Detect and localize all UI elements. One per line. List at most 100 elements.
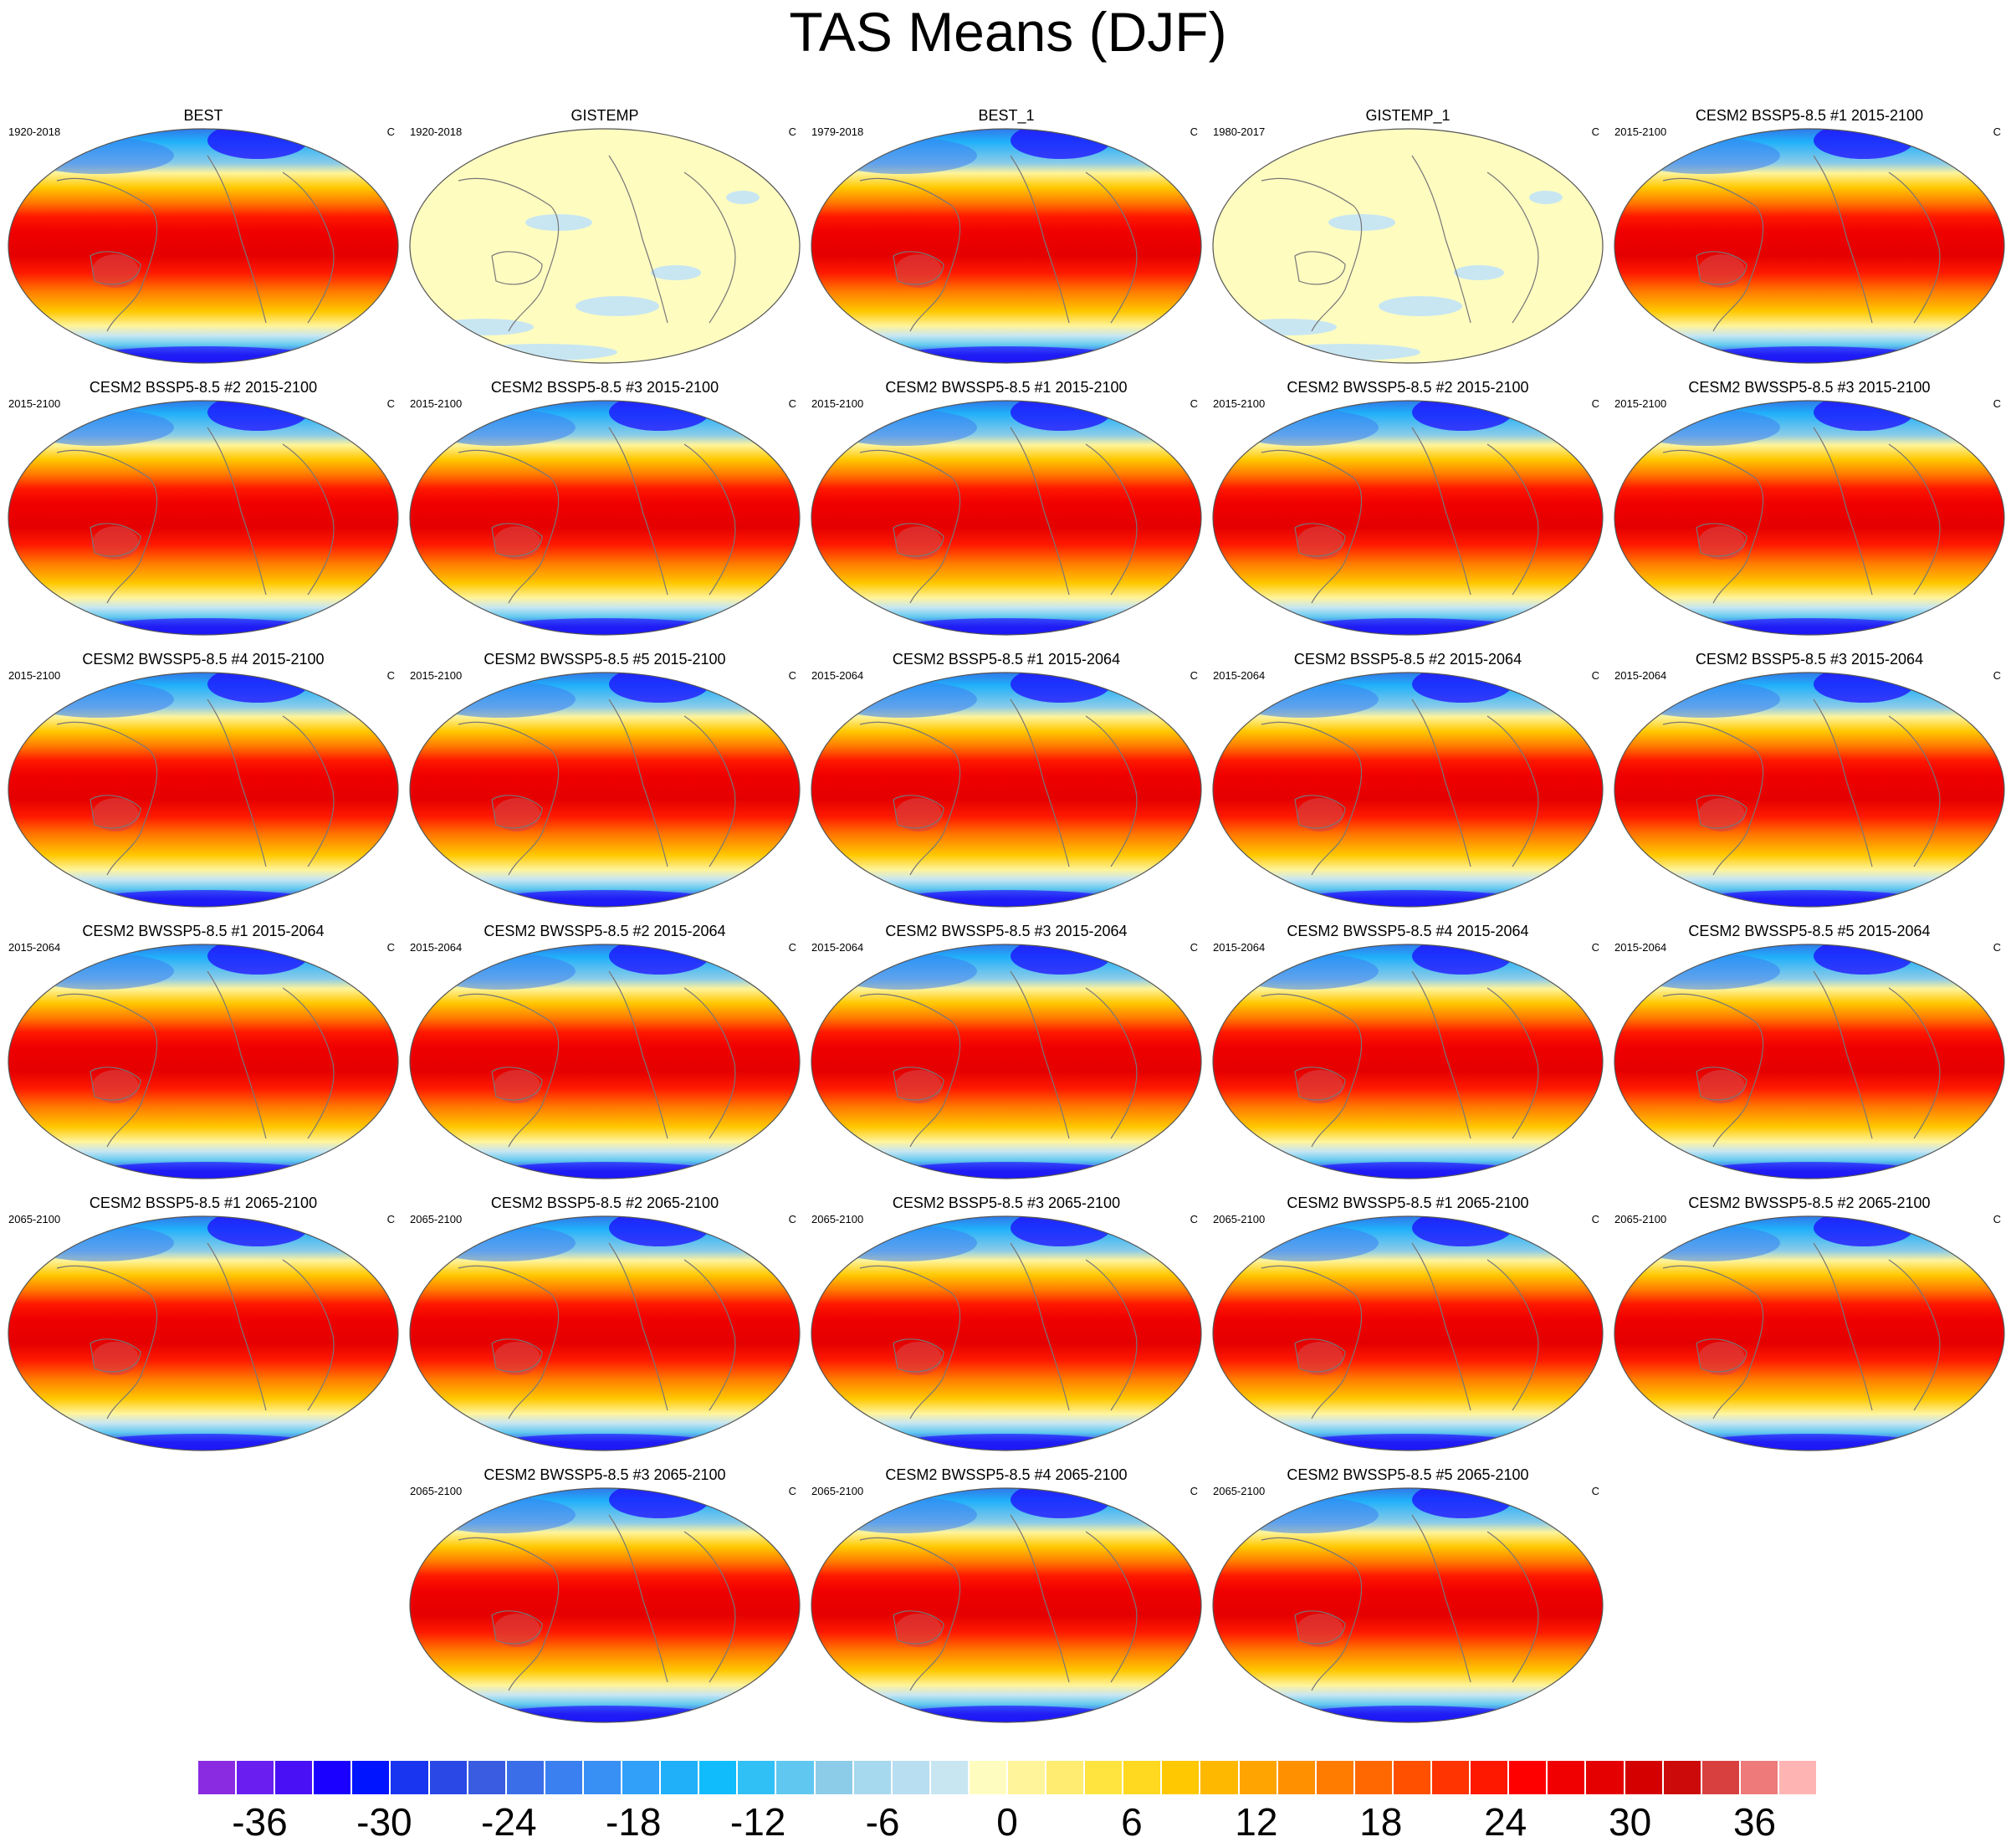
map-outline	[8, 128, 399, 364]
coastline	[1411, 1242, 1471, 1411]
cold-region-antarctica	[864, 890, 1149, 907]
cold-region-siberia	[1011, 673, 1111, 703]
coastline	[491, 1610, 543, 1645]
cold-region-antarctica	[1667, 1434, 1952, 1450]
colorbar-tick-label: -24	[481, 1800, 537, 1844]
panel-units: C	[1993, 1213, 2001, 1225]
panel-title: CESM2 BWSSP5-8.5 #5 2015-2100	[484, 651, 726, 668]
cold-region-siberia	[1412, 1216, 1512, 1246]
panel-title: GISTEMP_1	[1365, 107, 1451, 124]
map-panel: CESM2 BWSSP5-8.5 #5 2015-2100 2015-2100 C	[408, 651, 801, 908]
panel-period: 1920-2018	[410, 125, 463, 138]
map-outline	[811, 944, 1202, 1179]
panel-title: BEST	[183, 107, 223, 124]
cold-region-antarctica	[61, 1434, 345, 1450]
panel-period: 2015-2100	[1614, 125, 1667, 138]
coastline	[1294, 1338, 1346, 1373]
hot-region-australia	[92, 526, 139, 560]
panel-units: C	[1190, 941, 1198, 954]
coastline	[1010, 970, 1070, 1139]
coastline	[608, 1242, 668, 1411]
map-panel: CESM2 BSSP5-8.5 #2 2065-2100 2065-2100 C	[408, 1195, 801, 1451]
panel-title: CESM2 BWSSP5-8.5 #2 2065-2100	[1688, 1195, 1931, 1211]
panel-title: CESM2 BWSSP5-8.5 #3 2015-2064	[885, 923, 1128, 939]
panel-units: C	[1993, 397, 2001, 410]
map-outline	[8, 1215, 399, 1451]
cold-region-north-america	[826, 1225, 977, 1261]
world-map-plot	[1614, 1215, 2005, 1451]
map-outline	[1614, 400, 2005, 636]
coastline	[282, 715, 335, 867]
coastline	[1486, 443, 1539, 596]
world-map-plot	[1212, 1487, 1604, 1723]
coastline	[859, 1265, 961, 1420]
cool-anomaly-patch	[433, 319, 534, 335]
coastline	[1261, 449, 1363, 604]
colorbar-tick-label: 36	[1732, 1800, 1777, 1844]
coastline	[1888, 1259, 1941, 1411]
panel-period: 2015-2100	[410, 669, 463, 682]
coastline	[56, 449, 158, 604]
cool-anomaly-patch	[1454, 265, 1504, 280]
map-outline	[8, 672, 399, 908]
colorbar	[197, 1760, 1817, 1797]
coastline	[56, 721, 158, 876]
colorbar-swatch	[1084, 1760, 1123, 1795]
colorbar-tick-label: -30	[356, 1800, 412, 1844]
coastline	[893, 1338, 944, 1373]
colorbar-swatch	[852, 1760, 892, 1795]
coastline	[1813, 1242, 1873, 1411]
cold-region-antarctica	[61, 346, 345, 363]
cold-region-north-america	[1630, 681, 1780, 718]
cold-region-siberia	[609, 401, 709, 431]
map-outline	[409, 128, 801, 364]
coastline	[1696, 795, 1747, 829]
coastline	[458, 1265, 560, 1420]
panel-period: 2015-2064	[1614, 941, 1667, 954]
panel-title: CESM2 BSSP5-8.5 #3 2015-2100	[490, 379, 719, 396]
map-panel: BEST_1 1979-2018 C	[810, 107, 1203, 364]
coastline	[1411, 155, 1471, 324]
hot-region-australia	[1698, 1342, 1745, 1375]
coastline	[1411, 970, 1471, 1139]
cold-region-north-america	[1228, 409, 1379, 446]
cold-region-siberia	[1011, 1488, 1111, 1518]
cold-region-antarctica	[864, 346, 1149, 363]
map-panel: CESM2 BWSSP5-8.5 #2 2015-2064 2015-2064 C	[408, 923, 801, 1179]
colorbar-tick-label: 12	[1235, 1800, 1278, 1844]
panel-period: 2065-2100	[410, 1485, 463, 1497]
map-outline	[1614, 128, 2005, 364]
map-panel: CESM2 BWSSP5-8.5 #1 2065-2100 2065-2100 C	[1211, 1195, 1604, 1451]
world-map-plot	[1212, 400, 1604, 636]
panel-period: 1920-2018	[8, 125, 61, 138]
world-map-plot	[1614, 672, 2005, 908]
coastline	[1261, 993, 1363, 1148]
hot-region-australia	[1698, 254, 1745, 288]
colorbar-swatch	[1392, 1760, 1432, 1795]
cold-region-north-america	[826, 137, 977, 174]
panel-period: 2015-2064	[811, 669, 864, 682]
map-panel: CESM2 BSSP5-8.5 #3 2015-2100 2015-2100 C	[408, 379, 801, 636]
cold-region-antarctica	[463, 1162, 747, 1179]
panel-period: 2015-2100	[1614, 397, 1667, 410]
cold-region-siberia	[609, 944, 709, 975]
colorbar-tick-label: 18	[1359, 1800, 1403, 1844]
coastline	[207, 1242, 267, 1411]
map-panel: CESM2 BWSSP5-8.5 #3 2065-2100 2065-2100 C	[408, 1466, 801, 1723]
coastline	[1010, 1242, 1070, 1411]
coastline	[491, 795, 543, 829]
coastline	[1486, 715, 1539, 867]
coastline	[1888, 171, 1941, 324]
coastline	[1888, 443, 1941, 596]
panel-title: CESM2 BWSSP5-8.5 #4 2015-2100	[82, 651, 325, 668]
cold-region-siberia	[609, 673, 709, 703]
cool-anomaly-patch	[1379, 296, 1462, 316]
panel-title: CESM2 BWSSP5-8.5 #4 2015-2064	[1287, 923, 1529, 939]
hot-region-australia	[494, 526, 540, 560]
coastline	[1010, 155, 1070, 324]
map-panel: CESM2 BWSSP5-8.5 #5 2015-2064 2015-2064 C	[1613, 923, 2006, 1179]
coastline	[1662, 993, 1764, 1148]
coastline	[207, 427, 267, 596]
cool-anomaly-patch	[651, 265, 701, 280]
coastline	[90, 251, 141, 285]
